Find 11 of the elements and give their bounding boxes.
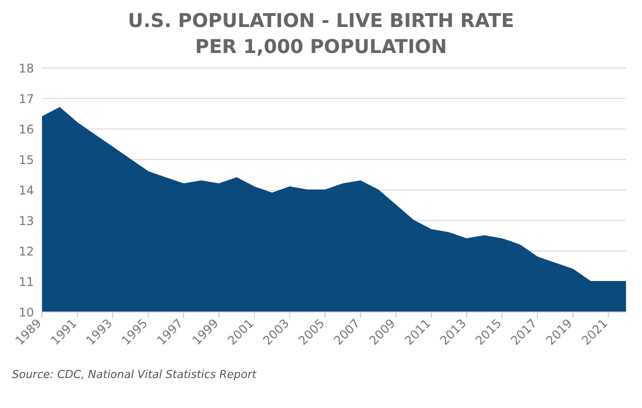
source-note: Source: CDC, National Vital Statistics Report bbox=[12, 368, 258, 381]
y-tick-label: 12 bbox=[18, 244, 34, 258]
y-tick-label: 13 bbox=[18, 214, 34, 228]
y-tick-label: 16 bbox=[18, 122, 34, 136]
y-tick-label: 15 bbox=[18, 152, 34, 167]
y-tick-label: 18 bbox=[18, 61, 34, 76]
y-tick-label: 17 bbox=[18, 92, 34, 106]
y-tick-label: 10 bbox=[18, 305, 34, 320]
chart-title: U.S. POPULATION - LIVE BIRTH RATE PER 1,000 POPULATION bbox=[126, 9, 516, 60]
y-tick-label: 11 bbox=[18, 274, 34, 289]
y-tick-label: 14 bbox=[18, 183, 34, 198]
